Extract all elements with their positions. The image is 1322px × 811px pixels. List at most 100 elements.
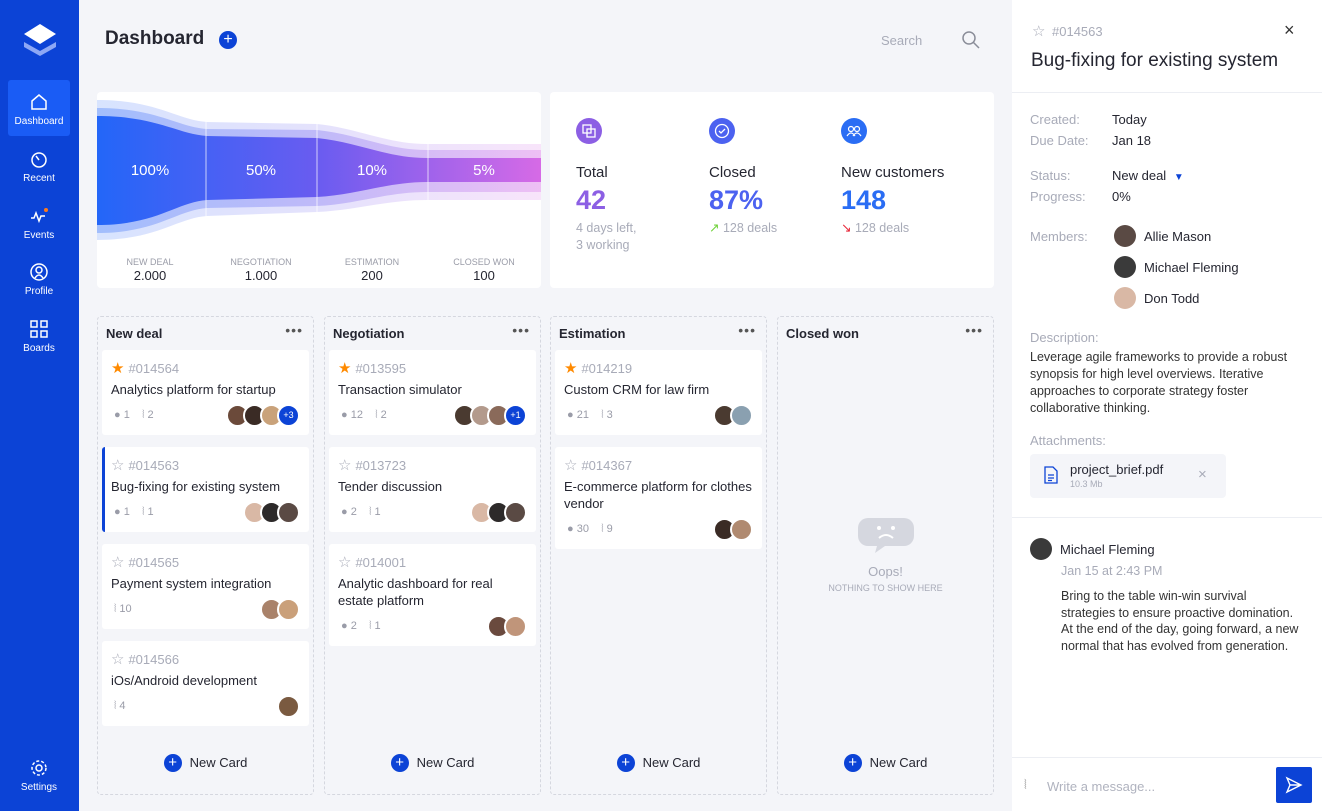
comment-icon: ● xyxy=(114,409,121,421)
activity-icon xyxy=(31,208,48,224)
new-card-button[interactable]: + New Card xyxy=(98,754,313,772)
status-dropdown[interactable]: New deal ▼ xyxy=(1112,168,1184,183)
star-icon[interactable]: ☆ xyxy=(564,457,578,474)
paperclip-icon: ⦚ xyxy=(601,523,604,535)
star-icon[interactable]: ☆ xyxy=(338,457,352,474)
more-icon[interactable]: ••• xyxy=(512,322,530,338)
funnel-panel: 100% 50% 10% 5% New deal 2.000 Negotiatio… xyxy=(97,92,541,288)
star-icon[interactable]: ☆ xyxy=(1032,23,1046,40)
column-title: New deal xyxy=(106,326,163,341)
deal-card[interactable]: ★ #013595 Transaction simulator ● 12 ⦚ 2 … xyxy=(329,350,536,435)
paperclip-icon: ⦚ xyxy=(142,506,145,518)
new-card-button[interactable]: + New Card xyxy=(778,754,993,772)
message-bar: ⦚ Write a message... xyxy=(1012,757,1322,811)
deal-card[interactable]: ☆ #014367 E-commerce platform for clothes… xyxy=(555,447,762,549)
detail-flow: Description: Leverage agile frameworks t… xyxy=(1012,330,1322,654)
card-list: ★ #013595 Transaction simulator ● 12 ⦚ 2 … xyxy=(329,350,536,646)
star-icon[interactable]: ★ xyxy=(111,360,125,377)
comment-icon: ● xyxy=(567,523,574,535)
sidebar-item-events[interactable]: Events xyxy=(8,194,70,250)
logo-icon xyxy=(24,24,56,56)
sidebar-item-settings[interactable]: Settings xyxy=(8,746,70,802)
avatar xyxy=(730,518,753,541)
star-icon[interactable]: ☆ xyxy=(111,554,125,571)
star-icon[interactable]: ☆ xyxy=(111,457,125,474)
main: Dashboard + Search 100% 50% 10% 5% New d… xyxy=(79,0,1012,811)
deal-card[interactable]: ☆ #014001 Analytic dashboard for real est… xyxy=(329,544,536,646)
sidebar-item-profile[interactable]: Profile xyxy=(8,250,70,306)
card-meta: ● 12 ⦚ 2 xyxy=(341,409,387,421)
funnel-pct: 50% xyxy=(245,162,277,179)
more-icon[interactable]: ••• xyxy=(965,322,983,338)
new-card-button[interactable]: + New Card xyxy=(551,754,766,772)
description-text: Leverage agile frameworks to provide a r… xyxy=(1030,350,1288,415)
search-icon[interactable] xyxy=(961,30,981,50)
arrow-down-icon: ↘ xyxy=(841,221,852,235)
deal-card[interactable]: ☆ #014565 Payment system integration ⦚ 10 xyxy=(102,544,309,629)
deal-card[interactable]: ★ #014564 Analytics platform for startup … xyxy=(102,350,309,435)
avatar xyxy=(504,501,527,524)
star-icon[interactable]: ☆ xyxy=(338,554,352,571)
avatar xyxy=(1114,225,1136,247)
column-title: Estimation xyxy=(559,326,626,341)
plus-icon: + xyxy=(843,754,862,772)
search-input[interactable]: Search xyxy=(881,33,923,48)
comment-icon: ● xyxy=(114,506,121,518)
board-column: Estimation ••• ★ #014219 Custom CRM for la… xyxy=(550,316,767,795)
file-icon xyxy=(1044,466,1058,484)
card-members xyxy=(470,501,527,524)
more-members-badge[interactable]: +1 xyxy=(504,404,527,427)
board-column: Closed won ••• Oops! NOTHING TO SHOW HERE… xyxy=(777,316,994,795)
member-item[interactable]: Michael Fleming xyxy=(1114,256,1239,278)
plus-icon: + xyxy=(163,754,182,772)
star-icon[interactable]: ☆ xyxy=(111,651,125,668)
member-item[interactable]: Allie Mason xyxy=(1114,225,1211,247)
member-item[interactable]: Don Todd xyxy=(1114,287,1199,309)
comment-icon: ● xyxy=(341,409,348,421)
more-icon[interactable]: ••• xyxy=(738,322,756,338)
star-icon[interactable]: ★ xyxy=(564,360,578,377)
sidebar-item-label: Recent xyxy=(23,173,55,184)
due-label: Due Date: xyxy=(1030,133,1089,148)
sidebar-item-label: Settings xyxy=(20,782,58,793)
deal-card[interactable]: ★ #014219 Custom CRM for law firm ● 21 ⦚ … xyxy=(555,350,762,435)
send-button[interactable] xyxy=(1276,767,1312,803)
message-input[interactable]: Write a message... xyxy=(1047,779,1156,794)
attachment-size: 10.3 Mb xyxy=(1070,479,1103,489)
empty-state: Oops! NOTHING TO SHOW HERE xyxy=(778,517,993,593)
star-icon[interactable]: ★ xyxy=(338,360,352,377)
avatar xyxy=(277,598,300,621)
comment-time: Jan 15 at 2:43 PM xyxy=(1061,564,1163,578)
close-icon[interactable]: × xyxy=(1284,20,1295,40)
page-title: Dashboard xyxy=(105,28,205,49)
card-members xyxy=(713,518,753,541)
sidebar-item-dashboard[interactable]: Dashboard xyxy=(8,80,70,136)
paperclip-icon[interactable]: ⦚ xyxy=(1024,777,1027,792)
card-members: +1 xyxy=(453,404,527,427)
sidebar-item-recent[interactable]: Recent xyxy=(8,137,70,193)
created-label: Created: xyxy=(1030,112,1080,127)
more-icon[interactable]: ••• xyxy=(285,322,303,338)
remove-attachment-icon[interactable]: × xyxy=(1198,466,1207,483)
new-card-button[interactable]: + New Card xyxy=(325,754,540,772)
deal-card[interactable]: ☆ #013723 Tender discussion ● 2 ⦚ 1 xyxy=(329,447,536,532)
sidebar-item-boards[interactable]: Boards xyxy=(8,307,70,363)
card-meta: ⦚ 4 xyxy=(114,700,126,712)
avatar xyxy=(277,501,300,524)
comment-icon: ● xyxy=(341,620,348,632)
clock-icon xyxy=(31,152,47,168)
card-members xyxy=(243,501,300,524)
comment-icon: ● xyxy=(341,506,348,518)
members-label: Members: xyxy=(1030,229,1088,244)
more-members-badge[interactable]: +3 xyxy=(277,404,300,427)
paperclip-icon: ⦚ xyxy=(114,603,117,615)
home-icon xyxy=(31,94,47,110)
attachment-item[interactable]: project_brief.pdf 10.3 Mb × xyxy=(1030,454,1226,498)
comment-author: Michael Fleming xyxy=(1060,541,1155,557)
add-button[interactable]: + xyxy=(219,31,237,49)
card-meta: ● 1 ⦚ 1 xyxy=(114,506,154,518)
card-meta: ⦚ 10 xyxy=(114,603,132,615)
member-name: Don Todd xyxy=(1144,290,1200,306)
deal-card[interactable]: ☆ #014566 iOs/Android development ⦚ 4 xyxy=(102,641,309,726)
deal-card[interactable]: ☆ #014563 Bug-fixing for existing system … xyxy=(102,447,309,532)
